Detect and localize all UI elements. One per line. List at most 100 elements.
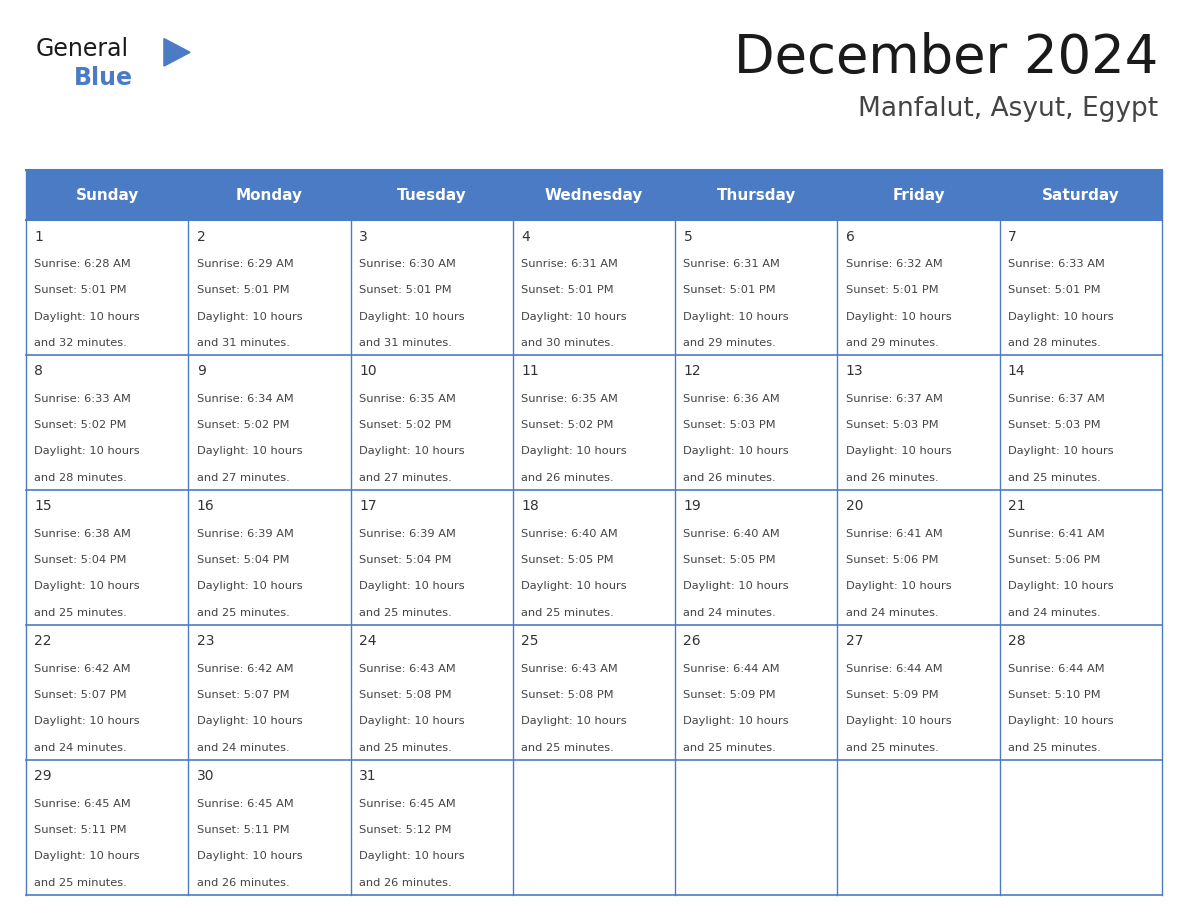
Text: and 26 minutes.: and 26 minutes. bbox=[359, 878, 451, 888]
Text: Daylight: 10 hours: Daylight: 10 hours bbox=[34, 851, 140, 861]
Text: Sunrise: 6:35 AM: Sunrise: 6:35 AM bbox=[359, 394, 456, 404]
Text: 30: 30 bbox=[197, 769, 214, 783]
Text: Sunrise: 6:45 AM: Sunrise: 6:45 AM bbox=[34, 799, 131, 809]
Text: 10: 10 bbox=[359, 364, 377, 378]
Text: Sunrise: 6:34 AM: Sunrise: 6:34 AM bbox=[197, 394, 293, 404]
Text: and 29 minutes.: and 29 minutes. bbox=[683, 338, 776, 348]
Text: Sunset: 5:07 PM: Sunset: 5:07 PM bbox=[197, 690, 290, 700]
Text: Sunrise: 6:40 AM: Sunrise: 6:40 AM bbox=[522, 529, 618, 539]
Text: Sunset: 5:03 PM: Sunset: 5:03 PM bbox=[683, 420, 776, 431]
Text: and 25 minutes.: and 25 minutes. bbox=[683, 743, 776, 753]
Text: Daylight: 10 hours: Daylight: 10 hours bbox=[197, 716, 302, 726]
Text: Sunset: 5:05 PM: Sunset: 5:05 PM bbox=[683, 555, 776, 565]
Text: Blue: Blue bbox=[74, 66, 133, 90]
Text: Daylight: 10 hours: Daylight: 10 hours bbox=[522, 446, 627, 456]
Text: Sunrise: 6:41 AM: Sunrise: 6:41 AM bbox=[846, 529, 942, 539]
Text: Sunrise: 6:42 AM: Sunrise: 6:42 AM bbox=[34, 664, 131, 674]
Text: and 25 minutes.: and 25 minutes. bbox=[359, 743, 451, 753]
Text: Wednesday: Wednesday bbox=[545, 187, 643, 203]
Text: and 24 minutes.: and 24 minutes. bbox=[197, 743, 290, 753]
Text: Sunrise: 6:43 AM: Sunrise: 6:43 AM bbox=[522, 664, 618, 674]
Text: Daylight: 10 hours: Daylight: 10 hours bbox=[1007, 581, 1113, 591]
Text: Daylight: 10 hours: Daylight: 10 hours bbox=[683, 716, 789, 726]
Text: Daylight: 10 hours: Daylight: 10 hours bbox=[522, 581, 627, 591]
Text: Sunset: 5:09 PM: Sunset: 5:09 PM bbox=[846, 690, 939, 700]
Text: Sunrise: 6:40 AM: Sunrise: 6:40 AM bbox=[683, 529, 781, 539]
Text: Daylight: 10 hours: Daylight: 10 hours bbox=[846, 446, 952, 456]
Text: 2: 2 bbox=[197, 230, 206, 243]
Text: Daylight: 10 hours: Daylight: 10 hours bbox=[359, 581, 465, 591]
Text: Sunrise: 6:28 AM: Sunrise: 6:28 AM bbox=[34, 259, 131, 269]
Text: Daylight: 10 hours: Daylight: 10 hours bbox=[522, 716, 627, 726]
Text: 23: 23 bbox=[197, 634, 214, 648]
Text: 18: 18 bbox=[522, 499, 539, 513]
Text: 16: 16 bbox=[197, 499, 215, 513]
Text: 24: 24 bbox=[359, 634, 377, 648]
Text: and 28 minutes.: and 28 minutes. bbox=[1007, 338, 1101, 348]
Text: Sunset: 5:01 PM: Sunset: 5:01 PM bbox=[522, 285, 614, 296]
Text: 19: 19 bbox=[683, 499, 701, 513]
Text: 31: 31 bbox=[359, 769, 377, 783]
Text: Sunrise: 6:29 AM: Sunrise: 6:29 AM bbox=[197, 259, 293, 269]
Text: Daylight: 10 hours: Daylight: 10 hours bbox=[846, 311, 952, 321]
Text: 26: 26 bbox=[683, 634, 701, 648]
Text: Sunset: 5:09 PM: Sunset: 5:09 PM bbox=[683, 690, 776, 700]
Text: Sunrise: 6:41 AM: Sunrise: 6:41 AM bbox=[1007, 529, 1105, 539]
Text: Daylight: 10 hours: Daylight: 10 hours bbox=[683, 446, 789, 456]
Text: Daylight: 10 hours: Daylight: 10 hours bbox=[197, 446, 302, 456]
Text: Sunset: 5:11 PM: Sunset: 5:11 PM bbox=[34, 825, 127, 835]
Text: 20: 20 bbox=[846, 499, 864, 513]
Text: and 25 minutes.: and 25 minutes. bbox=[1007, 743, 1101, 753]
Text: Thursday: Thursday bbox=[716, 187, 796, 203]
Text: Daylight: 10 hours: Daylight: 10 hours bbox=[846, 581, 952, 591]
Text: 14: 14 bbox=[1007, 364, 1025, 378]
Text: Sunset: 5:10 PM: Sunset: 5:10 PM bbox=[1007, 690, 1100, 700]
Text: 8: 8 bbox=[34, 364, 43, 378]
Text: Daylight: 10 hours: Daylight: 10 hours bbox=[34, 581, 140, 591]
Text: Manfalut, Asyut, Egypt: Manfalut, Asyut, Egypt bbox=[858, 96, 1158, 122]
Text: Sunset: 5:11 PM: Sunset: 5:11 PM bbox=[197, 825, 290, 835]
Text: and 26 minutes.: and 26 minutes. bbox=[683, 473, 776, 483]
Text: Sunrise: 6:38 AM: Sunrise: 6:38 AM bbox=[34, 529, 132, 539]
Text: Daylight: 10 hours: Daylight: 10 hours bbox=[359, 311, 465, 321]
Text: and 25 minutes.: and 25 minutes. bbox=[34, 878, 127, 888]
Text: and 24 minutes.: and 24 minutes. bbox=[34, 743, 127, 753]
Text: Sunset: 5:01 PM: Sunset: 5:01 PM bbox=[359, 285, 451, 296]
Text: 22: 22 bbox=[34, 634, 52, 648]
Text: Daylight: 10 hours: Daylight: 10 hours bbox=[846, 716, 952, 726]
Text: Sunrise: 6:31 AM: Sunrise: 6:31 AM bbox=[683, 259, 781, 269]
Text: 12: 12 bbox=[683, 364, 701, 378]
Text: Sunset: 5:08 PM: Sunset: 5:08 PM bbox=[359, 690, 451, 700]
Text: Sunrise: 6:37 AM: Sunrise: 6:37 AM bbox=[846, 394, 942, 404]
Text: 7: 7 bbox=[1007, 230, 1017, 243]
Text: Daylight: 10 hours: Daylight: 10 hours bbox=[683, 581, 789, 591]
Text: Sunset: 5:06 PM: Sunset: 5:06 PM bbox=[846, 555, 939, 565]
Text: Daylight: 10 hours: Daylight: 10 hours bbox=[197, 851, 302, 861]
Text: Sunrise: 6:31 AM: Sunrise: 6:31 AM bbox=[522, 259, 618, 269]
Text: Daylight: 10 hours: Daylight: 10 hours bbox=[197, 311, 302, 321]
Text: Daylight: 10 hours: Daylight: 10 hours bbox=[34, 446, 140, 456]
Text: Sunset: 5:07 PM: Sunset: 5:07 PM bbox=[34, 690, 127, 700]
Text: and 29 minutes.: and 29 minutes. bbox=[846, 338, 939, 348]
Text: and 26 minutes.: and 26 minutes. bbox=[522, 473, 614, 483]
Text: 29: 29 bbox=[34, 769, 52, 783]
Text: Sunset: 5:02 PM: Sunset: 5:02 PM bbox=[522, 420, 614, 431]
Text: Sunrise: 6:35 AM: Sunrise: 6:35 AM bbox=[522, 394, 618, 404]
Text: and 27 minutes.: and 27 minutes. bbox=[197, 473, 290, 483]
Text: Friday: Friday bbox=[892, 187, 944, 203]
Text: and 25 minutes.: and 25 minutes. bbox=[846, 743, 939, 753]
Text: Daylight: 10 hours: Daylight: 10 hours bbox=[1007, 446, 1113, 456]
Text: Sunset: 5:02 PM: Sunset: 5:02 PM bbox=[34, 420, 127, 431]
Text: and 25 minutes.: and 25 minutes. bbox=[197, 608, 290, 618]
Text: Sunrise: 6:44 AM: Sunrise: 6:44 AM bbox=[846, 664, 942, 674]
Text: and 24 minutes.: and 24 minutes. bbox=[846, 608, 939, 618]
Text: Sunset: 5:02 PM: Sunset: 5:02 PM bbox=[359, 420, 451, 431]
Text: Sunrise: 6:33 AM: Sunrise: 6:33 AM bbox=[34, 394, 132, 404]
Text: and 25 minutes.: and 25 minutes. bbox=[1007, 473, 1101, 483]
Text: Sunset: 5:01 PM: Sunset: 5:01 PM bbox=[1007, 285, 1100, 296]
Text: 27: 27 bbox=[846, 634, 864, 648]
Text: Sunset: 5:08 PM: Sunset: 5:08 PM bbox=[522, 690, 614, 700]
Text: Sunrise: 6:32 AM: Sunrise: 6:32 AM bbox=[846, 259, 942, 269]
Text: Daylight: 10 hours: Daylight: 10 hours bbox=[34, 311, 140, 321]
Text: Sunset: 5:02 PM: Sunset: 5:02 PM bbox=[197, 420, 289, 431]
